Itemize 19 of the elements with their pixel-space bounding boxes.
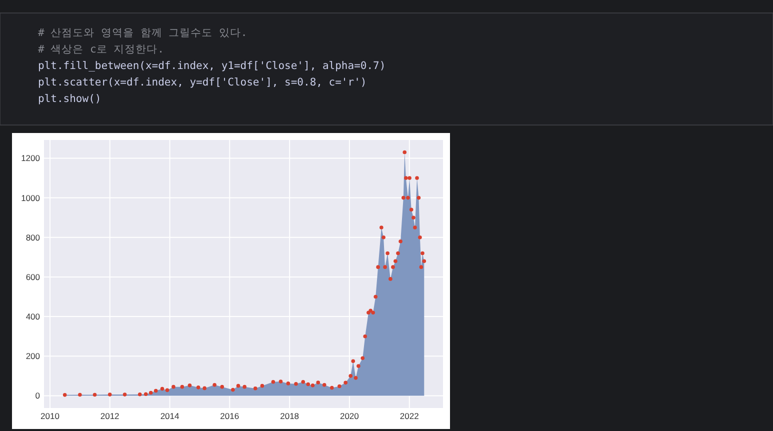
y-tick-label: 0: [35, 390, 40, 401]
y-tick-label: 1200: [21, 153, 40, 164]
y-tick-label: 400: [26, 312, 40, 322]
x-tick-label: 2014: [160, 411, 180, 421]
text: plt.scatter(x=df.index, y=df['Close'], s=0.8, c='r'): [38, 76, 367, 88]
x-tick-label: 2022: [400, 411, 420, 421]
y-tick-label: 600: [26, 272, 40, 282]
x-tick-label: 2010: [40, 411, 60, 421]
y-tick-label: 200: [26, 351, 40, 362]
text: plt.show(): [38, 93, 102, 105]
x-tick-label: 2018: [280, 411, 300, 421]
x-tick-label: 2012: [100, 411, 120, 421]
y-tick-label: 800: [26, 232, 40, 242]
text: # 산점도와 영역을 함께 그릴수도 있다.: [38, 27, 248, 39]
y-tick-label: 1000: [21, 192, 40, 203]
x-tick-label: 2016: [220, 411, 240, 421]
text: # 색상은 c로 지정한다.: [38, 44, 164, 56]
text: plt.fill_between(x=df.index, y1=df['Close'], alpha=0.7): [38, 60, 386, 72]
x-tick-label: 2020: [340, 411, 360, 421]
